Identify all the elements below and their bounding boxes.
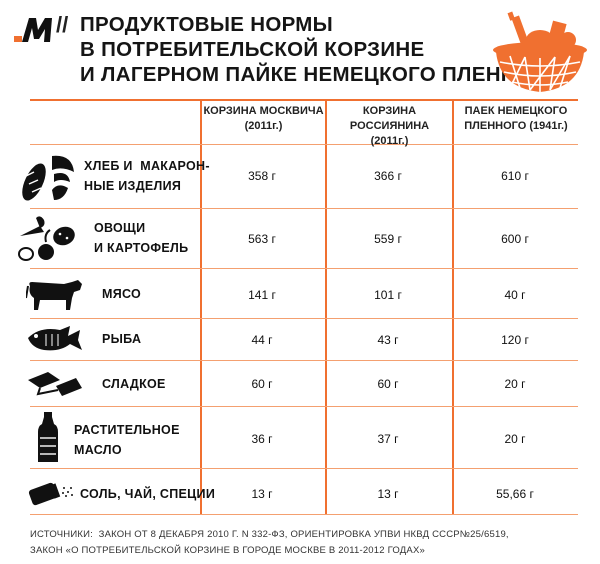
table-cell: 101 г (374, 288, 402, 302)
title-separator: // (56, 12, 69, 37)
table-cell: 37 г (377, 432, 399, 446)
row-divider (30, 318, 578, 319)
table-cell: 60 г (377, 377, 399, 391)
column-header-prisoner: ПАЕК НЕМЕЦКОГО ПЛЕННОГО (1941г.) (454, 104, 578, 134)
title-line: В ПОТРЕБИТЕЛЬСКОЙ КОРЗИНЕ (80, 38, 425, 61)
row-divider (30, 468, 578, 469)
sources-note: ИСТОЧНИКИ: ЗАКОН ОТ 8 ДЕКАБРЯ 2010 Г. N … (30, 527, 590, 559)
row-divider (30, 406, 578, 407)
title-line: ПРОДУКТОВЫЕ НОРМЫ (80, 13, 334, 36)
column-header-line: ПАЕК НЕМЕЦКОГО (464, 105, 568, 117)
row-label-line: НЫЕ ИЗДЕЛИЯ (84, 179, 182, 193)
fish-icon (28, 326, 82, 351)
row-label-meat: МЯСО (102, 284, 141, 304)
column-divider (452, 100, 454, 515)
row-label-line: ОВОЩИ (94, 221, 146, 235)
table-cell: 60 г (251, 377, 273, 391)
table-cell: 13 г (251, 487, 273, 501)
food-basket-icon (493, 11, 587, 92)
table-cell: 610 г (501, 169, 529, 183)
row-label-line: СОЛЬ, ЧАЙ, СПЕЦИИ (80, 487, 216, 501)
oil-bottle-icon (38, 412, 58, 462)
row-label-oil: РАСТИТЕЛЬНОЕ МАСЛО (74, 420, 180, 460)
column-header-line: (2011г.) (244, 120, 283, 132)
row-label-fish: РЫБА (102, 329, 141, 349)
table-cell: 43 г (377, 333, 399, 347)
column-header-moscow: КОРЗИНА МОСКВИЧА (2011г.) (202, 104, 325, 134)
column-header-line: ПЛЕННОГО (1941г.) (464, 120, 568, 132)
column-header-russia: КОРЗИНА РОССИЯНИНА (2011г.) (327, 104, 452, 149)
row-label-bread: ХЛЕБ И МАКАРОН- НЫЕ ИЗДЕЛИЯ (84, 156, 210, 196)
table-cell: 559 г (374, 232, 402, 246)
row-divider (30, 268, 578, 269)
candy-icon (28, 372, 82, 396)
table-top-rule (30, 99, 578, 101)
table-cell: 563 г (248, 232, 276, 246)
row-label-line: ХЛЕБ И МАКАРОН- (84, 159, 210, 173)
table-cell: 13 г (377, 487, 399, 501)
row-divider (30, 514, 578, 515)
row-divider (30, 144, 578, 145)
table-cell: 55,66 г (496, 487, 534, 501)
row-label-salt-tea-spices: СОЛЬ, ЧАЙ, СПЕЦИИ (80, 484, 215, 504)
row-label-line: СЛАДКОЕ (102, 377, 166, 391)
table-cell: 358 г (248, 169, 276, 183)
sources-line: ИСТОЧНИКИ: ЗАКОН ОТ 8 ДЕКАБРЯ 2010 Г. N … (30, 529, 509, 540)
row-label-line: МЯСО (102, 287, 142, 301)
table-cell: 120 г (501, 333, 529, 347)
row-divider (30, 360, 578, 361)
column-divider (325, 100, 327, 515)
table-cell: 44 г (251, 333, 273, 347)
row-label-sweets: СЛАДКОЕ (102, 374, 166, 394)
row-divider (30, 208, 578, 209)
row-label-line: РЫБА (102, 332, 142, 346)
row-label-vegetables: ОВОЩИ И КАРТОФЕЛЬ (94, 218, 188, 258)
column-header-line: КОРЗИНА РОССИЯНИНА (349, 105, 430, 132)
header: // ПРОДУКТОВЫЕ НОРМЫ В ПОТРЕБИТЕЛЬСКОЙ К… (0, 0, 600, 100)
table-cell: 20 г (504, 432, 526, 446)
page-title: ПРОДУКТОВЫЕ НОРМЫ В ПОТРЕБИТЕЛЬСКОЙ КОРЗ… (80, 12, 561, 87)
table-cell: 20 г (504, 377, 526, 391)
table-cell: 600 г (501, 232, 529, 246)
cow-icon (26, 280, 82, 310)
sources-line: ЗАКОН «О ПОТРЕБИТЕЛЬСКОЙ КОРЗИНЕ В ГОРОД… (30, 545, 425, 556)
meduza-logo-icon (14, 18, 52, 42)
table-cell: 366 г (374, 169, 402, 183)
column-divider (200, 100, 202, 515)
row-label-line: МАСЛО (74, 443, 122, 457)
vegetables-icon (18, 216, 75, 261)
row-label-line: И КАРТОФЕЛЬ (94, 241, 189, 255)
row-label-line: РАСТИТЕЛЬНОЕ (74, 423, 180, 437)
column-header-line: КОРЗИНА МОСКВИЧА (203, 105, 324, 117)
table-cell: 40 г (504, 288, 526, 302)
title-line: И ЛАГЕРНОМ ПАЙКЕ НЕМЕЦКОГО ПЛЕННОГО (80, 63, 561, 86)
table-cell: 141 г (248, 288, 276, 302)
table-cell: 36 г (251, 432, 273, 446)
column-header-line: (2011г.) (370, 135, 409, 147)
salt-shaker-icon (28, 482, 73, 506)
bread-pasta-icon (22, 155, 74, 201)
